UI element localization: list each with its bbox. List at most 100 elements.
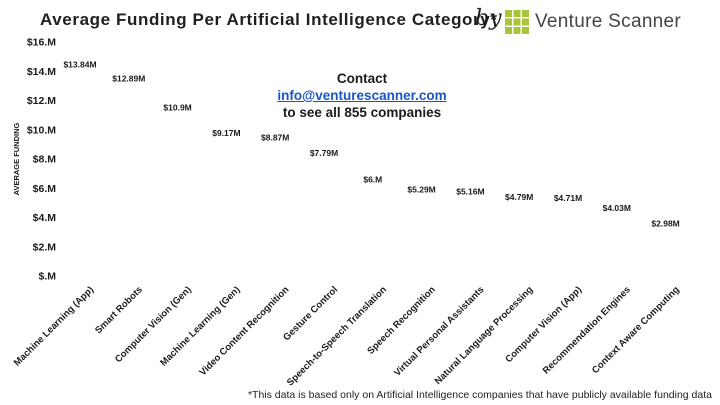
y-axis-title: AVERAGE FUNDING	[12, 122, 21, 195]
bar	[408, 198, 436, 278]
robot-icon	[456, 211, 484, 250]
robot-icon	[456, 240, 484, 278]
robot-icon	[505, 240, 533, 278]
robot-icon	[310, 211, 338, 250]
robot-icon	[359, 188, 387, 220]
robot-icon	[115, 94, 143, 133]
bar	[310, 162, 338, 278]
data-label: $9.17M	[212, 128, 240, 138]
y-axis: $.M $2.M $4.M $6.M $8.M $10.M $12.M $14.M $16.M A…	[12, 37, 56, 283]
y-tick-label: $6.M	[33, 183, 57, 195]
y-tick-label: $.M	[38, 271, 56, 283]
contact-heading: Contact	[336, 71, 388, 86]
bar	[115, 87, 143, 278]
robot-icon	[359, 240, 387, 278]
robot-icon	[603, 217, 631, 250]
robot-icon	[66, 123, 94, 162]
contact-companies-text: to see all 855 companies	[282, 105, 442, 120]
data-label: $2.98M	[651, 218, 679, 228]
grid-logo-icon	[505, 10, 529, 34]
robot-icon	[261, 211, 289, 250]
x-tick-label: Machine Learning (App)	[12, 284, 96, 368]
robot-icon	[115, 240, 143, 278]
y-tick-label: $2.M	[33, 241, 57, 253]
data-label: $4.03M	[603, 203, 631, 213]
data-label: $4.79M	[505, 192, 533, 202]
robot-icon	[261, 182, 289, 220]
robot-icon	[505, 211, 533, 250]
x-tick-label: Recommendation Engines	[541, 284, 633, 376]
y-tick-label: $16.M	[27, 37, 56, 49]
by-label: by	[475, 6, 502, 31]
y-tick-label: $8.M	[33, 154, 57, 166]
y-tick-label: $12.M	[27, 95, 56, 107]
robot-icon	[115, 182, 143, 220]
x-tick-label: Natural Language Processing	[433, 284, 536, 387]
y-tick-label: $10.M	[27, 124, 56, 136]
robot-icon	[261, 146, 289, 162]
data-label: $5.29M	[407, 185, 435, 195]
robot-icon	[115, 211, 143, 250]
robot-icon	[164, 123, 192, 162]
x-tick-label: Video Content Recognition	[197, 284, 291, 378]
x-tick-label: Machine Learning (Gen)	[158, 284, 242, 368]
bar	[66, 73, 94, 278]
data-label: $6.M	[363, 174, 382, 184]
robot-icon	[115, 87, 143, 103]
robot-icon	[164, 182, 192, 220]
data-label: $8.87M	[261, 132, 289, 142]
robot-icon	[310, 182, 338, 220]
header: Average Funding Per Artificial Intellige…	[0, 6, 720, 38]
x-tick-label: Context Aware Computing	[590, 284, 682, 376]
robot-icon	[66, 73, 94, 103]
bars: $13.84M $12.89M $10.9M $9.17M $8.87M $7.79M $6…	[63, 60, 680, 279]
bar	[456, 200, 484, 278]
robot-icon	[164, 211, 192, 250]
robot-icon	[261, 240, 289, 278]
bar	[603, 217, 631, 278]
robot-icon	[66, 211, 94, 250]
robot-icon	[164, 240, 192, 279]
robot-icon	[554, 240, 582, 279]
robot-icon	[66, 182, 94, 220]
robot-icon	[212, 182, 240, 220]
brand-name: Venture Scanner	[535, 11, 682, 32]
robot-icon	[652, 240, 680, 278]
data-label: $13.84M	[63, 60, 96, 70]
robot-icon	[212, 152, 240, 191]
robot-icon	[212, 240, 240, 278]
robot-icon	[359, 211, 387, 250]
robot-icon	[603, 240, 631, 278]
robot-icon	[164, 116, 192, 133]
bar	[164, 116, 192, 279]
x-tick-label: Speech-to-Speech Translation	[285, 284, 389, 388]
robot-icon	[66, 240, 94, 278]
robot-icon	[115, 152, 143, 191]
x-tick-label: Virtual Personal Assistants	[392, 284, 486, 378]
robot-icon	[603, 217, 631, 220]
robot-icon	[310, 162, 338, 191]
robot-icon	[310, 240, 338, 278]
y-tick-label: $4.M	[33, 212, 57, 224]
y-tick-label: $14.M	[27, 66, 56, 78]
x-axis-labels: Machine Learning (App)Smart RobotsComput…	[12, 284, 682, 388]
robot-icon	[115, 123, 143, 162]
robot-icon	[652, 232, 680, 250]
data-label: $12.89M	[112, 73, 145, 83]
contact-email-link[interactable]: info@venturescanner.com	[277, 88, 447, 103]
data-label: $5.16M	[456, 187, 484, 197]
robot-icon	[408, 211, 436, 250]
data-label: $4.71M	[554, 193, 582, 203]
x-tick-label: Smart Robots	[93, 284, 145, 336]
chart-title: Average Funding Per Artificial Intellige…	[40, 10, 498, 29]
robot-icon	[212, 211, 240, 250]
robot-icon	[66, 94, 94, 133]
contact-box: Contact info@venturescanner.com to see a…	[262, 70, 462, 121]
footnote: *This data is based only on Artificial I…	[247, 389, 712, 401]
robot-icon	[164, 152, 192, 191]
data-label: $7.79M	[310, 148, 338, 158]
robot-icon	[408, 240, 436, 278]
robot-icon	[554, 211, 582, 250]
robot-icon	[66, 152, 94, 191]
